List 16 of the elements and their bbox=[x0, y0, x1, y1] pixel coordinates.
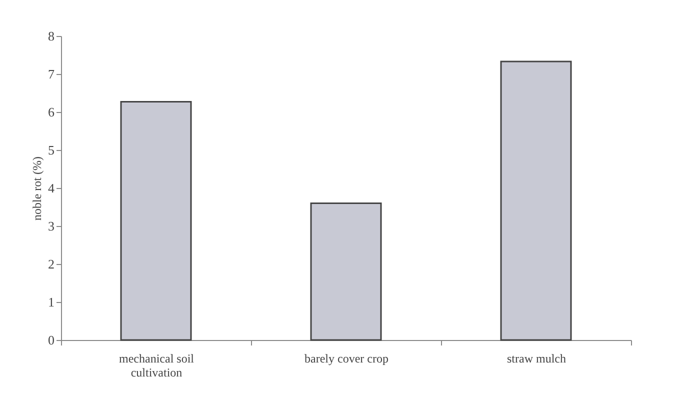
bar bbox=[310, 202, 382, 341]
bar bbox=[120, 100, 192, 341]
y-tick-label: 5 bbox=[48, 142, 54, 158]
y-tick-label: 0 bbox=[48, 332, 54, 348]
y-tick-label: 8 bbox=[48, 28, 54, 44]
y-tick-label: 2 bbox=[48, 256, 54, 272]
y-tick-label: 6 bbox=[48, 104, 55, 120]
y-axis-title: noble rot (%) bbox=[30, 156, 44, 220]
x-tick-label: straw mulch bbox=[507, 352, 566, 366]
x-tick-label: barely cover crop bbox=[304, 352, 388, 366]
y-tick-label: 1 bbox=[48, 294, 54, 310]
y-tick-label: 3 bbox=[48, 218, 54, 234]
y-tick-label: 7 bbox=[48, 66, 55, 82]
y-tick-label: 4 bbox=[48, 180, 55, 196]
bar bbox=[500, 60, 572, 341]
x-tick-label: mechanical soil cultivation bbox=[119, 352, 195, 380]
